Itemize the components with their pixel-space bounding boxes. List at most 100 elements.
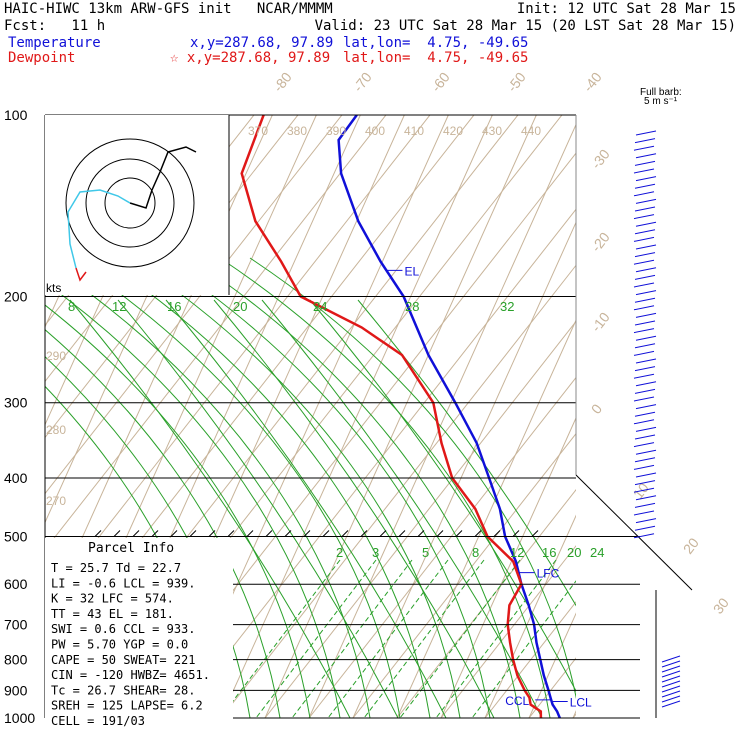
hash-mark [493, 530, 501, 537]
dry-adiabat-line [176, 208, 576, 718]
hash-mark [379, 530, 387, 537]
wind-barb [633, 464, 655, 470]
theta-e-line [357, 299, 576, 607]
isotherm-tick-label: -10 [588, 309, 613, 335]
mixing-ratio-label: 8 [472, 545, 479, 560]
pressure-tick-label: 1000 [4, 710, 35, 726]
parcel-info-row: Tc = 26.7 SHEAR= 28. [51, 683, 196, 697]
wind-barb [635, 290, 657, 296]
isotherm-tick-label: -60 [428, 69, 453, 95]
hodograph-units-label: kts [46, 281, 61, 295]
wind-barb [661, 660, 681, 668]
theta-label: 420 [443, 124, 463, 138]
isotherm-line [661, 115, 740, 718]
pressure-tick-label: 400 [4, 470, 28, 486]
wind-barb [633, 442, 655, 448]
wind-barb [633, 487, 655, 493]
wind-barb [635, 312, 657, 318]
valid-time: Valid: 23 UTC Sat 28 Mar 15 (20 LST Sat … [314, 18, 736, 34]
parcel-info-title: Parcel Info [88, 541, 174, 556]
wind-barb [635, 244, 657, 250]
isotherm-tick-label: -40 [580, 69, 605, 95]
isotherm-line [308, 123, 576, 718]
hash-mark [246, 530, 254, 537]
wind-barb [635, 358, 657, 364]
wind-barb [634, 229, 656, 235]
wind-barb [635, 426, 657, 432]
pressure-tick-label: 200 [4, 289, 28, 305]
dewpoint-xy: ☆ x,y=287.68, 97.89 [170, 50, 331, 66]
hash-mark [208, 530, 216, 537]
moist-adiabat-line [249, 257, 576, 700]
mixing-ratio-line [291, 559, 413, 718]
hash-mark [455, 530, 463, 537]
isotherm-line [440, 416, 576, 718]
mixing-ratio-line [471, 580, 576, 718]
wind-barb [634, 252, 656, 258]
moist-adiabat-line [159, 257, 491, 718]
theta-left-label: 280 [46, 423, 66, 437]
wind-barb [635, 130, 657, 136]
dry-adiabat-line [45, 115, 431, 607]
barb-legend-line2: 5 m s⁻¹ [644, 96, 678, 107]
wind-barb [633, 214, 655, 220]
isotherm-line [352, 221, 576, 718]
hash-mark [151, 530, 159, 537]
wind-barb [634, 160, 656, 166]
wind-barb [633, 168, 655, 174]
wind-barb [635, 221, 657, 227]
wind-barb [661, 655, 681, 663]
hodograph-trace-lower [67, 189, 131, 269]
dry-adiabat-line [352, 432, 576, 718]
parcel-info-row: LI = -0.6 LCL = 939. [51, 576, 196, 590]
wind-barb [634, 297, 656, 303]
dry-adiabat-line [440, 545, 576, 718]
dewpoint-legend-label: Dewpoint [8, 50, 76, 66]
parcel-info-background [45, 538, 233, 720]
theta-left-label: 290 [46, 349, 66, 363]
isotherm-tick-label: -20 [588, 229, 613, 255]
level-marker-label: LCL [570, 696, 592, 710]
dewpoint-latlon: lat,lon= 4.75, -49.65 [343, 50, 529, 66]
wind-barb [633, 282, 655, 288]
hash-mark [227, 530, 235, 537]
wind-barb [633, 510, 655, 516]
wind-barb [634, 320, 656, 326]
dry-adiabat-line [45, 115, 299, 439]
wind-barb [634, 434, 656, 440]
hodograph-ring [104, 177, 156, 229]
wind-barb [635, 267, 657, 273]
dry-adiabat-line [308, 376, 576, 718]
mixing-ratio-label: 20 [567, 545, 581, 560]
theta-e-label: 28 [405, 299, 419, 314]
mixing-ratio-label: 16 [542, 545, 556, 560]
hash-mark [170, 530, 178, 537]
theta-e-label: 8 [68, 299, 75, 314]
theta-label: 380 [287, 124, 307, 138]
parcel-info-row: CAPE = 50 SWEAT= 221 [51, 653, 196, 667]
isotherm-tick-label: 20 [680, 535, 702, 557]
isotherm-tick-label: -30 [588, 146, 613, 172]
wind-barb [634, 343, 656, 349]
temperature-latlon: lat,lon= 4.75, -49.65 [343, 35, 529, 51]
pressure-tick-label: 900 [4, 682, 28, 698]
mixing-ratio-label: 3 [372, 545, 379, 560]
wind-barb [634, 457, 656, 463]
moist-adiabat-line [99, 257, 431, 718]
wind-barb [635, 404, 657, 410]
wind-barb [633, 373, 655, 379]
wind-barb [661, 665, 681, 673]
mixing-ratio-line [399, 559, 521, 718]
wind-barb [634, 480, 656, 486]
moist-adiabat-line [45, 281, 341, 718]
pressure-tick-label: 100 [4, 107, 28, 123]
wind-barb [661, 685, 681, 693]
hodograph-ring [85, 158, 175, 248]
wind-barb [633, 305, 655, 311]
moist-adiabat-line [189, 257, 521, 718]
hash-mark [398, 530, 406, 537]
wind-barb [633, 191, 655, 197]
isotherm-line [220, 115, 493, 718]
